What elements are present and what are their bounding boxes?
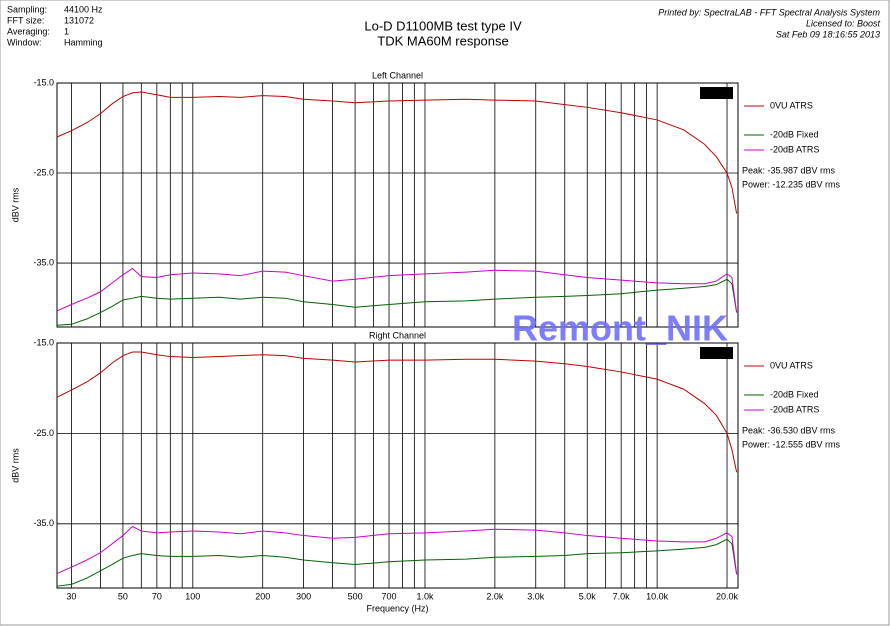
y-tick-label: -25.0: [33, 167, 54, 177]
series-line: [56, 91, 738, 214]
x-tick-label: 5.0k: [579, 591, 597, 601]
info-value: Hamming: [64, 37, 103, 47]
x-tick-label: 20.0k: [716, 591, 739, 601]
title: Lo-D D1100MB test type IV: [364, 18, 522, 33]
x-tick-label: 10.0k: [646, 591, 669, 601]
printed-by: Printed by: SpectraLAB - FFT Spectral An…: [658, 7, 880, 17]
x-tick-label: 70: [152, 591, 162, 601]
y-tick-label: -15.0: [33, 77, 54, 87]
annotation: Peak: -35.987 dBV rms: [742, 165, 836, 175]
legend-label: -20dB ATRS: [770, 144, 819, 154]
toolbar-icon: [700, 347, 733, 359]
annotation: Peak: -36.530 dBV rms: [742, 425, 836, 435]
x-tick-label: 50: [118, 591, 128, 601]
y-tick-label: -25.0: [33, 428, 54, 438]
y-tick-label: -35.0: [33, 257, 54, 267]
x-tick-label: 100: [185, 591, 200, 601]
toolbar-icon: [700, 87, 733, 99]
x-tick-label: 500: [348, 591, 363, 601]
title: TDK MA60M response: [377, 33, 509, 48]
info-value: 44100 Hz: [64, 4, 103, 14]
annotation: Power: -12.235 dBV rms: [742, 179, 841, 189]
legend-label: -20dB Fixed: [770, 129, 819, 139]
x-tick-label: 7.0k: [613, 591, 631, 601]
x-tick-label: 700: [382, 591, 397, 601]
date: Sat Feb 09 18:16:55 2013: [776, 29, 880, 39]
x-tick-label: 1.0k: [416, 591, 434, 601]
x-tick-label: 3.0k: [527, 591, 545, 601]
info-value: 131072: [64, 15, 94, 25]
x-tick-label: 200: [255, 591, 270, 601]
license: Licensed to: Boost: [806, 18, 881, 28]
x-axis-label: Frequency (Hz): [366, 603, 428, 613]
info-label: FFT size:: [7, 15, 44, 25]
plot-border: [56, 342, 739, 589]
legend-label: 0VU ATRS: [770, 360, 813, 370]
plot-border: [56, 82, 739, 328]
legend-label: 0VU ATRS: [770, 100, 813, 110]
plot-area: [57, 83, 738, 327]
info-label: Sampling:: [7, 4, 47, 14]
watermark: Remont_NIK: [512, 308, 728, 349]
channel-title: Left Channel: [372, 70, 423, 80]
y-tick-label: -15.0: [33, 337, 54, 347]
series-line: [56, 525, 738, 575]
info-label: Window:: [7, 37, 42, 47]
x-tick-label: 300: [296, 591, 311, 601]
x-tick-label: 2.0k: [486, 591, 504, 601]
series-line: [56, 267, 738, 313]
y-tick-label: -35.0: [33, 518, 54, 528]
annotation: Power: -12.555 dBV rms: [742, 439, 841, 449]
info-value: 1: [64, 26, 69, 36]
legend-label: -20dB Fixed: [770, 389, 819, 399]
channel-title: Right Channel: [369, 330, 426, 340]
series-line: [56, 278, 738, 326]
legend-label: -20dB ATRS: [770, 404, 819, 414]
y-axis-label: dBV rms: [10, 187, 20, 222]
y-axis-label: dBV rms: [10, 448, 20, 483]
plot-area: [57, 343, 738, 588]
x-tick-label: 30: [66, 591, 76, 601]
series-line: [56, 538, 738, 587]
info-label: Averaging:: [7, 26, 50, 36]
series-line: [56, 351, 738, 473]
